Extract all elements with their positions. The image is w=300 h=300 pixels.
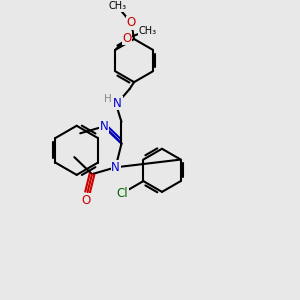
Text: N: N <box>99 120 108 133</box>
Text: H: H <box>104 94 112 103</box>
Text: O: O <box>81 194 90 207</box>
Text: O: O <box>127 16 136 29</box>
Text: O: O <box>122 32 132 45</box>
Text: CH₃: CH₃ <box>139 26 157 36</box>
Text: CH₃: CH₃ <box>108 1 126 11</box>
Text: N: N <box>113 97 122 110</box>
Text: Cl: Cl <box>117 187 128 200</box>
Text: N: N <box>111 161 120 174</box>
